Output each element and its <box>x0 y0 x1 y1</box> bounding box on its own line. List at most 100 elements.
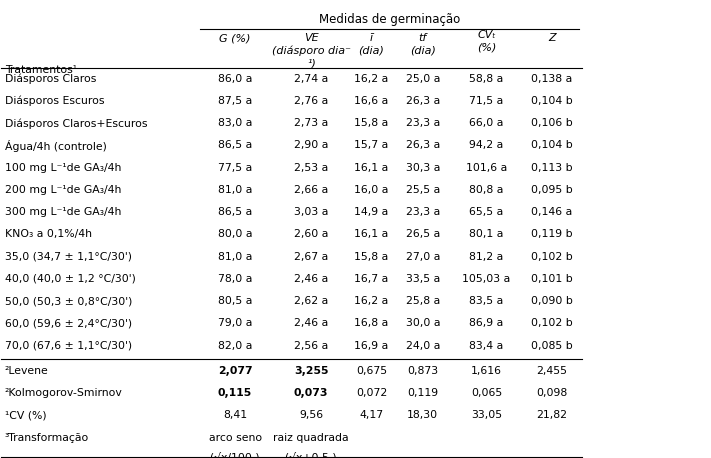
Text: 16,2 a: 16,2 a <box>354 296 388 306</box>
Text: 2,077: 2,077 <box>218 366 252 376</box>
Text: 2,90 a: 2,90 a <box>294 141 328 150</box>
Text: 2,62 a: 2,62 a <box>294 296 328 306</box>
Text: 200 mg L⁻¹de GA₃/4h: 200 mg L⁻¹de GA₃/4h <box>5 185 122 195</box>
Text: 0,085 b: 0,085 b <box>531 341 573 350</box>
Text: 80,1 a: 80,1 a <box>469 229 503 240</box>
Text: 2,455: 2,455 <box>537 366 567 376</box>
Text: (√x/100 ): (√x/100 ) <box>210 452 260 458</box>
Text: 80,0 a: 80,0 a <box>218 229 252 240</box>
Text: 30,3 a: 30,3 a <box>405 163 440 173</box>
Text: 15,8 a: 15,8 a <box>354 251 388 262</box>
Text: 9,56: 9,56 <box>299 410 324 420</box>
Text: 0,115: 0,115 <box>218 388 252 398</box>
Text: 2,46 a: 2,46 a <box>294 318 328 328</box>
Text: raiz quadrada: raiz quadrada <box>274 433 349 443</box>
Text: 2,74 a: 2,74 a <box>294 74 328 84</box>
Text: 0,106 b: 0,106 b <box>531 118 573 128</box>
Text: 83,4 a: 83,4 a <box>469 341 503 350</box>
Text: 0,104 b: 0,104 b <box>531 96 573 106</box>
Text: 0,102 b: 0,102 b <box>531 318 573 328</box>
Text: 87,5 a: 87,5 a <box>218 96 252 106</box>
Text: 14,9 a: 14,9 a <box>354 207 388 217</box>
Text: 16,1 a: 16,1 a <box>354 163 388 173</box>
Text: 0,113 b: 0,113 b <box>531 163 573 173</box>
Text: 80,5 a: 80,5 a <box>218 296 252 306</box>
Text: 2,66 a: 2,66 a <box>294 185 328 195</box>
Text: 3,255: 3,255 <box>294 366 328 376</box>
Text: 16,8 a: 16,8 a <box>354 318 388 328</box>
Text: 2,73 a: 2,73 a <box>294 118 328 128</box>
Text: 2,76 a: 2,76 a <box>294 96 328 106</box>
Text: Tratamentos¹: Tratamentos¹ <box>5 65 77 75</box>
Text: 77,5 a: 77,5 a <box>218 163 252 173</box>
Text: 21,82: 21,82 <box>537 410 567 420</box>
Text: 0,090 b: 0,090 b <box>531 296 573 306</box>
Text: 58,8 a: 58,8 a <box>469 74 503 84</box>
Text: 2,67 a: 2,67 a <box>294 251 328 262</box>
Text: 26,3 a: 26,3 a <box>406 141 440 150</box>
Text: 35,0 (34,7 ± 1,1°C/30'): 35,0 (34,7 ± 1,1°C/30') <box>5 251 132 262</box>
Text: ¹CV (%): ¹CV (%) <box>5 410 46 420</box>
Text: 86,9 a: 86,9 a <box>469 318 503 328</box>
Text: 15,8 a: 15,8 a <box>354 118 388 128</box>
Text: 105,03 a: 105,03 a <box>462 274 510 284</box>
Text: 25,0 a: 25,0 a <box>405 74 440 84</box>
Text: 0,146 a: 0,146 a <box>531 207 572 217</box>
Text: 82,0 a: 82,0 a <box>218 341 252 350</box>
Text: (√x+0,5 ): (√x+0,5 ) <box>285 452 337 458</box>
Text: 16,7 a: 16,7 a <box>354 274 388 284</box>
Text: 86,0 a: 86,0 a <box>218 74 252 84</box>
Text: 50,0 (50,3 ± 0,8°C/30'): 50,0 (50,3 ± 0,8°C/30') <box>5 296 132 306</box>
Text: Diásporos Claros+Escuros: Diásporos Claros+Escuros <box>5 118 147 129</box>
Text: 30,0 a: 30,0 a <box>405 318 440 328</box>
Text: 16,9 a: 16,9 a <box>354 341 388 350</box>
Text: 27,0 a: 27,0 a <box>405 251 440 262</box>
Text: 25,8 a: 25,8 a <box>406 296 440 306</box>
Text: 18,30: 18,30 <box>407 410 439 420</box>
Text: 40,0 (40,0 ± 1,2 °C/30'): 40,0 (40,0 ± 1,2 °C/30') <box>5 274 136 284</box>
Text: arco seno: arco seno <box>208 433 262 443</box>
Text: 4,17: 4,17 <box>359 410 383 420</box>
Text: 81,0 a: 81,0 a <box>218 251 252 262</box>
Text: ²Levene: ²Levene <box>5 366 48 376</box>
Text: 3,03 a: 3,03 a <box>294 207 328 217</box>
Text: 0,101 b: 0,101 b <box>531 274 573 284</box>
Text: 2,56 a: 2,56 a <box>294 341 328 350</box>
Text: 0,119: 0,119 <box>407 388 439 398</box>
Text: KNO₃ a 0,1%/4h: KNO₃ a 0,1%/4h <box>5 229 92 240</box>
Text: Água/4h (controle): Água/4h (controle) <box>5 141 107 153</box>
Text: 8,41: 8,41 <box>223 410 247 420</box>
Text: 0,138 a: 0,138 a <box>531 74 572 84</box>
Text: 79,0 a: 79,0 a <box>218 318 252 328</box>
Text: 2,46 a: 2,46 a <box>294 274 328 284</box>
Text: G (%): G (%) <box>220 33 251 43</box>
Text: 0,072: 0,072 <box>356 388 387 398</box>
Text: 81,0 a: 81,0 a <box>218 185 252 195</box>
Text: Medidas de germinação: Medidas de germinação <box>319 13 460 26</box>
Text: 86,5 a: 86,5 a <box>218 141 252 150</box>
Text: 0,073: 0,073 <box>294 388 328 398</box>
Text: 25,5 a: 25,5 a <box>406 185 440 195</box>
Text: 0,675: 0,675 <box>356 366 387 376</box>
Text: 0,095 b: 0,095 b <box>531 185 573 195</box>
Text: 23,3 a: 23,3 a <box>406 118 440 128</box>
Text: 15,7 a: 15,7 a <box>354 141 388 150</box>
Text: 23,3 a: 23,3 a <box>406 207 440 217</box>
Text: 65,5 a: 65,5 a <box>469 207 503 217</box>
Text: 80,8 a: 80,8 a <box>469 185 503 195</box>
Text: ī
(dia): ī (dia) <box>358 33 385 55</box>
Text: 16,2 a: 16,2 a <box>354 74 388 84</box>
Text: 78,0 a: 78,0 a <box>218 274 252 284</box>
Text: CVₜ
(%): CVₜ (%) <box>477 30 496 52</box>
Text: 83,0 a: 83,0 a <box>218 118 252 128</box>
Text: tf
(dia): tf (dia) <box>410 33 436 55</box>
Text: 16,6 a: 16,6 a <box>354 96 388 106</box>
Text: 101,6 a: 101,6 a <box>466 163 507 173</box>
Text: 33,5 a: 33,5 a <box>406 274 440 284</box>
Text: 26,5 a: 26,5 a <box>406 229 440 240</box>
Text: ²Kolmogorov-Smirnov: ²Kolmogorov-Smirnov <box>5 388 123 398</box>
Text: 16,1 a: 16,1 a <box>354 229 388 240</box>
Text: Diásporos Escuros: Diásporos Escuros <box>5 96 105 106</box>
Text: 66,0 a: 66,0 a <box>469 118 503 128</box>
Text: Diásporos Claros: Diásporos Claros <box>5 74 96 84</box>
